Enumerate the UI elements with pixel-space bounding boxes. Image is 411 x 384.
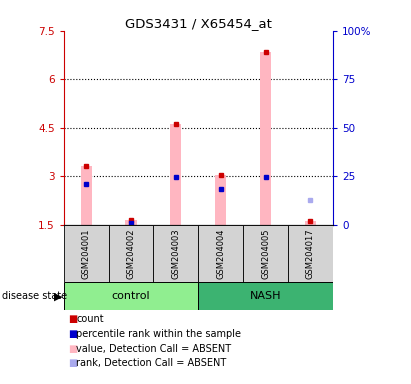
Bar bbox=[109, 225, 153, 282]
Text: GSM204005: GSM204005 bbox=[261, 228, 270, 279]
Text: ■: ■ bbox=[68, 344, 77, 354]
Text: ▶: ▶ bbox=[54, 291, 62, 301]
Text: NASH: NASH bbox=[250, 291, 282, 301]
Bar bbox=[170, 124, 182, 225]
Bar bbox=[305, 222, 316, 225]
Text: control: control bbox=[112, 291, 150, 301]
Text: ■: ■ bbox=[68, 358, 77, 368]
Bar bbox=[81, 167, 92, 225]
Bar bbox=[153, 225, 199, 282]
Bar bbox=[288, 225, 333, 282]
Bar bbox=[215, 175, 226, 225]
Bar bbox=[199, 225, 243, 282]
Text: rank, Detection Call = ABSENT: rank, Detection Call = ABSENT bbox=[76, 358, 226, 368]
Bar bbox=[243, 225, 288, 282]
Bar bbox=[64, 282, 199, 310]
Text: count: count bbox=[76, 314, 104, 324]
Bar bbox=[64, 225, 109, 282]
Text: ■: ■ bbox=[68, 329, 77, 339]
Bar bbox=[260, 52, 271, 225]
Text: value, Detection Call = ABSENT: value, Detection Call = ABSENT bbox=[76, 344, 231, 354]
Text: disease state: disease state bbox=[2, 291, 67, 301]
Text: GSM204002: GSM204002 bbox=[127, 228, 136, 279]
Text: ■: ■ bbox=[68, 314, 77, 324]
Text: GSM204017: GSM204017 bbox=[306, 228, 315, 279]
Bar bbox=[199, 282, 333, 310]
Text: percentile rank within the sample: percentile rank within the sample bbox=[76, 329, 241, 339]
Title: GDS3431 / X65454_at: GDS3431 / X65454_at bbox=[125, 17, 272, 30]
Bar bbox=[125, 220, 136, 225]
Text: GSM204003: GSM204003 bbox=[171, 228, 180, 279]
Text: GSM204004: GSM204004 bbox=[216, 228, 225, 279]
Text: GSM204001: GSM204001 bbox=[82, 228, 91, 279]
